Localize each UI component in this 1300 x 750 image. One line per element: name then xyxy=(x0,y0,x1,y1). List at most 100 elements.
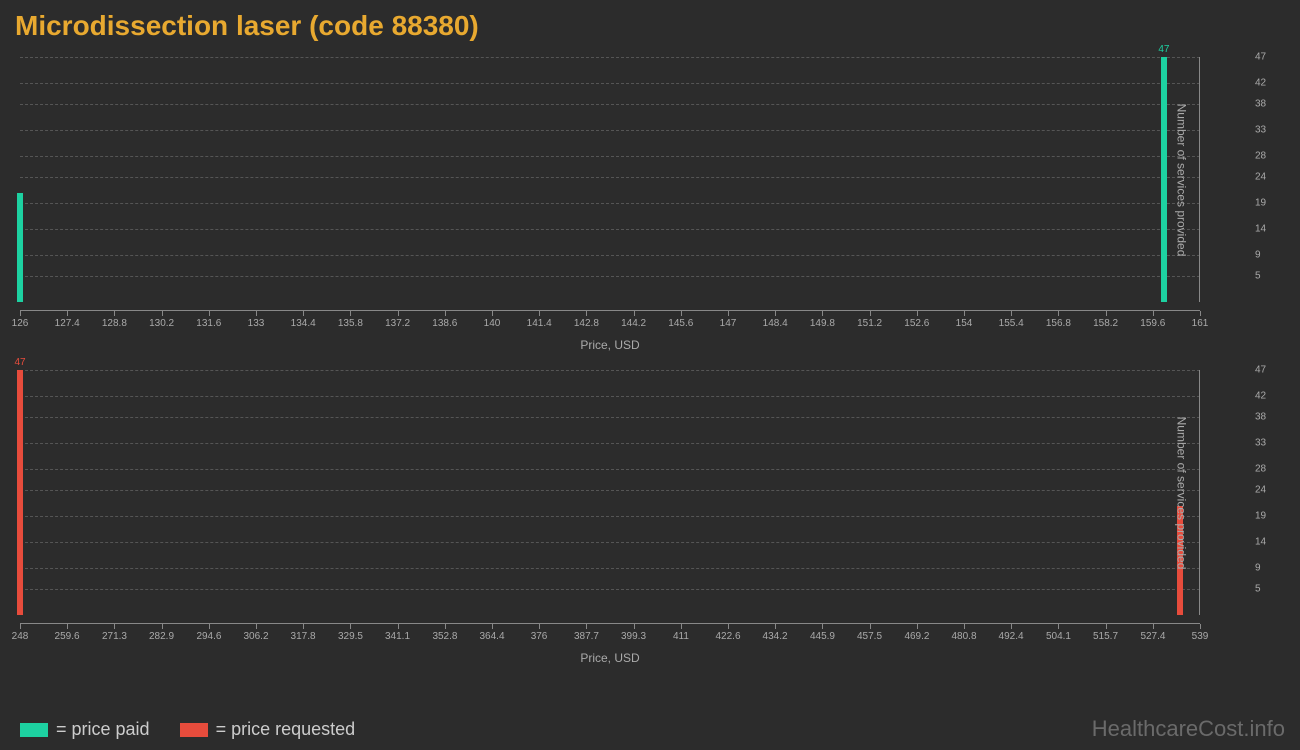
gridline xyxy=(20,130,1200,131)
chart-1-xlabel: Price, USD xyxy=(20,338,1200,352)
x-tick-label: 134.4 xyxy=(291,318,316,329)
y-tick-label: 42 xyxy=(1255,391,1275,402)
gridline xyxy=(20,370,1200,371)
x-tick-mark xyxy=(822,311,823,316)
x-tick-mark xyxy=(634,624,635,629)
x-tick-label: 138.6 xyxy=(432,318,457,329)
x-tick-mark xyxy=(398,311,399,316)
x-tick-label: 126 xyxy=(12,318,29,329)
y-tick-label: 33 xyxy=(1255,124,1275,135)
y-tick-label: 28 xyxy=(1255,151,1275,162)
y-tick-label: 19 xyxy=(1255,510,1275,521)
gridline xyxy=(20,57,1200,58)
y-tick-label: 9 xyxy=(1255,563,1275,574)
y-tick-label: 9 xyxy=(1255,250,1275,261)
y-tick-label: 24 xyxy=(1255,484,1275,495)
x-tick-label: 158.2 xyxy=(1093,318,1118,329)
x-tick-mark xyxy=(539,311,540,316)
chart-1-xaxis: 126127.4128.8130.2131.6133134.4135.8137.… xyxy=(20,310,1200,340)
x-tick-mark xyxy=(917,311,918,316)
gridline xyxy=(20,542,1200,543)
legend: = price paid = price requested xyxy=(20,719,355,740)
chart-1-ylabel: Number of services provided xyxy=(1175,103,1189,256)
x-tick-mark xyxy=(256,624,257,629)
gridline xyxy=(20,469,1200,470)
x-tick-label: 469.2 xyxy=(904,631,929,642)
x-tick-label: 144.2 xyxy=(621,318,646,329)
x-tick-mark xyxy=(209,624,210,629)
x-tick-label: 154 xyxy=(956,318,973,329)
x-tick-mark xyxy=(1200,311,1201,316)
x-tick-label: 133 xyxy=(248,318,265,329)
y-tick-label: 47 xyxy=(1255,365,1275,376)
x-tick-mark xyxy=(67,624,68,629)
gridline xyxy=(20,417,1200,418)
chart-1-area: 47 Number of services provided 591419242… xyxy=(20,57,1240,302)
bar: 47 xyxy=(17,370,23,615)
x-tick-label: 411 xyxy=(673,631,689,642)
x-tick-mark xyxy=(728,311,729,316)
gridline xyxy=(20,104,1200,105)
legend-item-requested: = price requested xyxy=(180,719,356,740)
x-tick-label: 317.8 xyxy=(291,631,316,642)
x-tick-mark xyxy=(634,311,635,316)
x-tick-label: 149.8 xyxy=(810,318,835,329)
gridline xyxy=(20,589,1200,590)
x-tick-mark xyxy=(445,311,446,316)
x-tick-label: 527.4 xyxy=(1140,631,1165,642)
watermark: HealthcareCost.info xyxy=(1092,716,1285,742)
chart-2-plot: 47 xyxy=(20,370,1200,615)
chart-1-plot: 47 xyxy=(20,57,1200,302)
x-tick-label: 142.8 xyxy=(574,318,599,329)
x-tick-label: 147 xyxy=(720,318,737,329)
x-tick-mark xyxy=(445,624,446,629)
chart-1-yaxis-line xyxy=(1199,57,1200,302)
x-tick-label: 152.6 xyxy=(904,318,929,329)
x-tick-label: 145.6 xyxy=(668,318,693,329)
gridline xyxy=(20,83,1200,84)
y-tick-label: 33 xyxy=(1255,437,1275,448)
x-tick-label: 376 xyxy=(531,631,548,642)
x-tick-mark xyxy=(586,311,587,316)
x-tick-mark xyxy=(67,311,68,316)
x-tick-label: 492.4 xyxy=(999,631,1024,642)
y-tick-label: 5 xyxy=(1255,270,1275,281)
gridline xyxy=(20,396,1200,397)
gridline xyxy=(20,229,1200,230)
x-tick-label: 151.2 xyxy=(857,318,882,329)
x-tick-label: 155.4 xyxy=(999,318,1024,329)
x-tick-label: 399.3 xyxy=(621,631,646,642)
x-tick-mark xyxy=(1011,624,1012,629)
x-tick-label: 457.5 xyxy=(857,631,882,642)
x-tick-label: 259.6 xyxy=(55,631,80,642)
x-tick-label: 329.5 xyxy=(338,631,363,642)
x-tick-mark xyxy=(350,624,351,629)
legend-swatch-paid xyxy=(20,723,48,737)
y-tick-label: 24 xyxy=(1255,171,1275,182)
x-tick-mark xyxy=(20,311,21,316)
x-tick-mark xyxy=(256,311,257,316)
y-tick-label: 5 xyxy=(1255,583,1275,594)
x-tick-mark xyxy=(917,624,918,629)
x-tick-label: 128.8 xyxy=(102,318,127,329)
x-tick-label: 161 xyxy=(1192,318,1209,329)
x-tick-label: 140 xyxy=(484,318,501,329)
legend-label-requested: = price requested xyxy=(216,719,356,740)
x-tick-mark xyxy=(162,311,163,316)
x-tick-mark xyxy=(350,311,351,316)
y-tick-label: 47 xyxy=(1255,52,1275,63)
gridline xyxy=(20,255,1200,256)
chart-title: Microdissection laser (code 88380) xyxy=(0,0,1300,47)
x-tick-mark xyxy=(162,624,163,629)
legend-label-paid: = price paid xyxy=(56,719,150,740)
gridline xyxy=(20,568,1200,569)
x-tick-mark xyxy=(1153,624,1154,629)
x-tick-mark xyxy=(1106,311,1107,316)
x-tick-mark xyxy=(870,311,871,316)
gridline xyxy=(20,203,1200,204)
y-tick-label: 14 xyxy=(1255,224,1275,235)
y-tick-label: 38 xyxy=(1255,411,1275,422)
x-tick-mark xyxy=(586,624,587,629)
chart-2-xlabel: Price, USD xyxy=(20,651,1200,665)
x-tick-mark xyxy=(775,624,776,629)
